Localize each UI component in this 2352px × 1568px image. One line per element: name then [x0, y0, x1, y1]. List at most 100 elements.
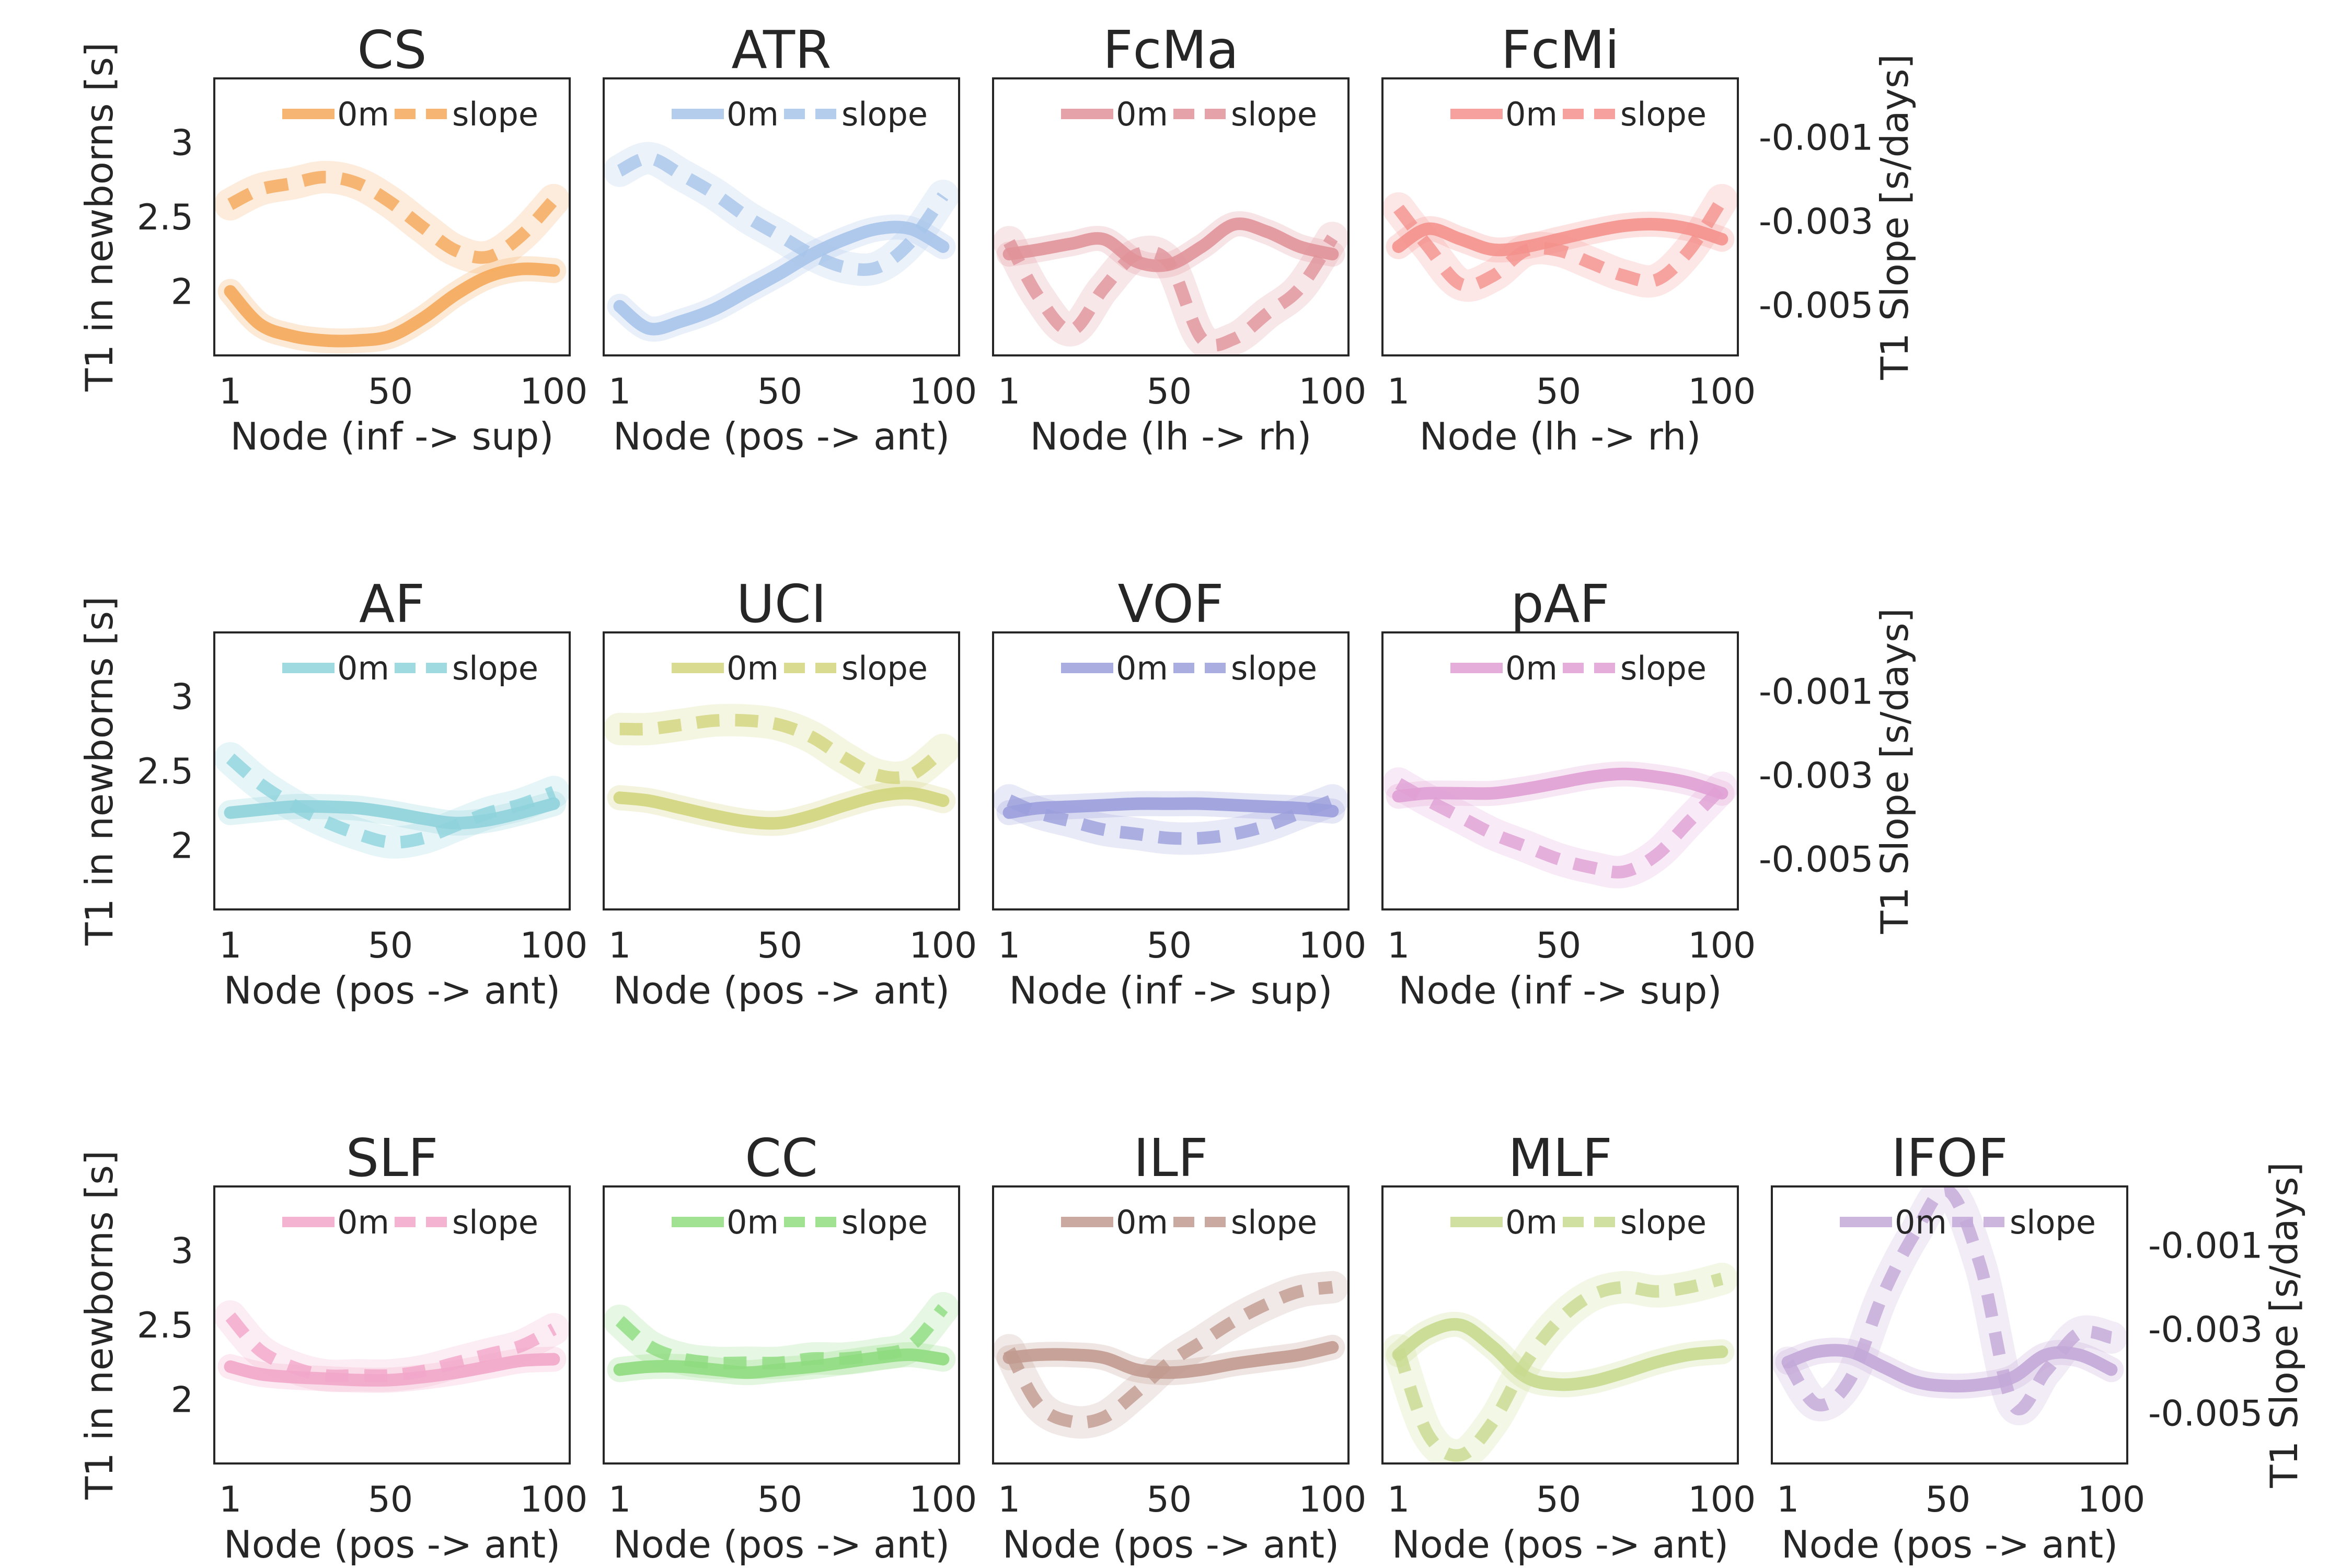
panel-frame — [213, 77, 571, 356]
plot-area — [1382, 183, 1738, 302]
panel-frame — [992, 1185, 1350, 1465]
panel-frame — [1381, 631, 1739, 910]
x-axis-label: Node (pos -> ant) — [1781, 1523, 2118, 1566]
x-tick-label: 1 — [219, 1479, 241, 1520]
x-axis-label: Node (pos -> ant) — [613, 969, 950, 1012]
right-axis-label: T1 Slope [s/days] — [2262, 1162, 2306, 1488]
panel-frame — [213, 1185, 571, 1465]
x-tick-label: 100 — [1688, 1479, 1756, 1520]
y-tick-label: 3 — [171, 677, 193, 718]
right-tick-label: -0.001 — [1759, 117, 1873, 158]
panel-frame — [992, 631, 1350, 910]
x-axis-label: Node (pos -> ant) — [1392, 1523, 1728, 1566]
plot-area — [993, 784, 1348, 855]
panel-title: ATR — [731, 19, 831, 80]
x-tick-label: 50 — [1147, 1479, 1192, 1520]
plot-area — [993, 1271, 1348, 1439]
panel-frame — [992, 77, 1350, 356]
panel-title: SLF — [346, 1127, 439, 1189]
legend-0m-label: 0m — [337, 95, 389, 133]
x-axis-label: Node (pos -> ant) — [224, 1523, 560, 1566]
panel-title: IFOF — [1891, 1127, 2008, 1189]
y-tick-label: 2.5 — [137, 1305, 193, 1346]
right-tick-label: -0.001 — [2148, 1225, 2263, 1266]
x-tick-label: 1 — [1387, 371, 1410, 412]
legend-0m-label: 0m — [1505, 95, 1558, 133]
right-tick-label: -0.003 — [1759, 755, 1873, 797]
legend-0m-label: 0m — [1116, 649, 1168, 687]
legend-slope-label: slope — [1231, 1203, 1317, 1241]
legend-slope-label: slope — [2010, 1203, 2096, 1241]
legend-slope-label: slope — [1620, 95, 1707, 133]
legend-0m-label: 0m — [337, 1203, 389, 1241]
panel-frame — [603, 1185, 960, 1465]
x-tick-label: 100 — [520, 925, 588, 966]
y-axis-label: T1 in newborns [s] — [77, 1150, 121, 1500]
legend-slope-label: slope — [841, 649, 928, 687]
legend-0m-label: 0m — [1116, 95, 1168, 133]
panel-title: AF — [359, 573, 425, 635]
x-tick-label: 1 — [219, 925, 241, 966]
y-tick-label: 2 — [171, 1379, 193, 1421]
panel-title: MLF — [1508, 1127, 1612, 1189]
y-tick-label: 2 — [171, 825, 193, 867]
slope-line — [617, 152, 949, 276]
plot-area — [214, 1300, 570, 1393]
x-tick-label: 100 — [1688, 925, 1756, 966]
plot-area — [1382, 761, 1738, 889]
panel-title: VOF — [1118, 573, 1224, 635]
x-tick-label: 50 — [757, 925, 803, 966]
plot-area — [214, 742, 570, 859]
right-tick-label: -0.005 — [2148, 1393, 2263, 1435]
slope-line — [1003, 1281, 1333, 1429]
plot-area — [604, 1292, 959, 1386]
x-axis-label: Node (pos -> ant) — [1002, 1523, 1339, 1566]
x-axis-label: Node (inf -> sup) — [1399, 969, 1722, 1012]
x-tick-label: 100 — [520, 371, 588, 412]
x-tick-label: 100 — [909, 925, 977, 966]
panel-title: CC — [745, 1127, 818, 1189]
y-tick-label: 2.5 — [137, 751, 193, 792]
plot-area — [604, 142, 959, 342]
panel-title: FcMa — [1103, 19, 1239, 80]
x-tick-label: 100 — [1688, 371, 1756, 412]
slope-line — [225, 1312, 557, 1382]
panel-title: ILF — [1134, 1127, 1208, 1189]
x-tick-label: 1 — [219, 371, 241, 412]
x-tick-label: 1 — [998, 371, 1020, 412]
panel-frame — [1381, 77, 1739, 356]
y-axis-label: T1 in newborns [s] — [77, 42, 121, 392]
legend-0m-label: 0m — [727, 95, 779, 133]
x-tick-label: 50 — [1147, 925, 1192, 966]
x-tick-label: 1 — [998, 1479, 1020, 1520]
legend-0m-label: 0m — [727, 649, 779, 687]
legend-slope-label: slope — [452, 95, 538, 133]
legend-0m-label: 0m — [1895, 1203, 1947, 1241]
plot-area — [604, 704, 959, 836]
x-tick-label: 100 — [1299, 925, 1367, 966]
legend-slope-label: slope — [841, 1203, 928, 1241]
x-axis-label: Node (lh -> rh) — [1030, 414, 1312, 458]
x-tick-label: 50 — [1536, 925, 1582, 966]
x-tick-label: 50 — [368, 925, 413, 966]
plot-area — [1382, 1262, 1738, 1463]
t1-line — [1392, 1318, 1728, 1391]
x-tick-label: 100 — [1299, 1479, 1367, 1520]
x-axis-label: Node (pos -> ant) — [613, 414, 950, 458]
x-tick-label: 1 — [608, 1479, 631, 1520]
x-tick-label: 1 — [608, 925, 631, 966]
y-axis-label: T1 in newborns [s] — [77, 596, 121, 946]
x-tick-label: 1 — [1777, 1479, 1799, 1520]
x-axis-label: Node (pos -> ant) — [613, 1523, 950, 1566]
panel-title: pAF — [1511, 573, 1609, 635]
right-axis-label: T1 Slope [s/days] — [1873, 54, 1917, 380]
plot-area — [1772, 1186, 2127, 1425]
panel-title: CS — [357, 19, 426, 80]
